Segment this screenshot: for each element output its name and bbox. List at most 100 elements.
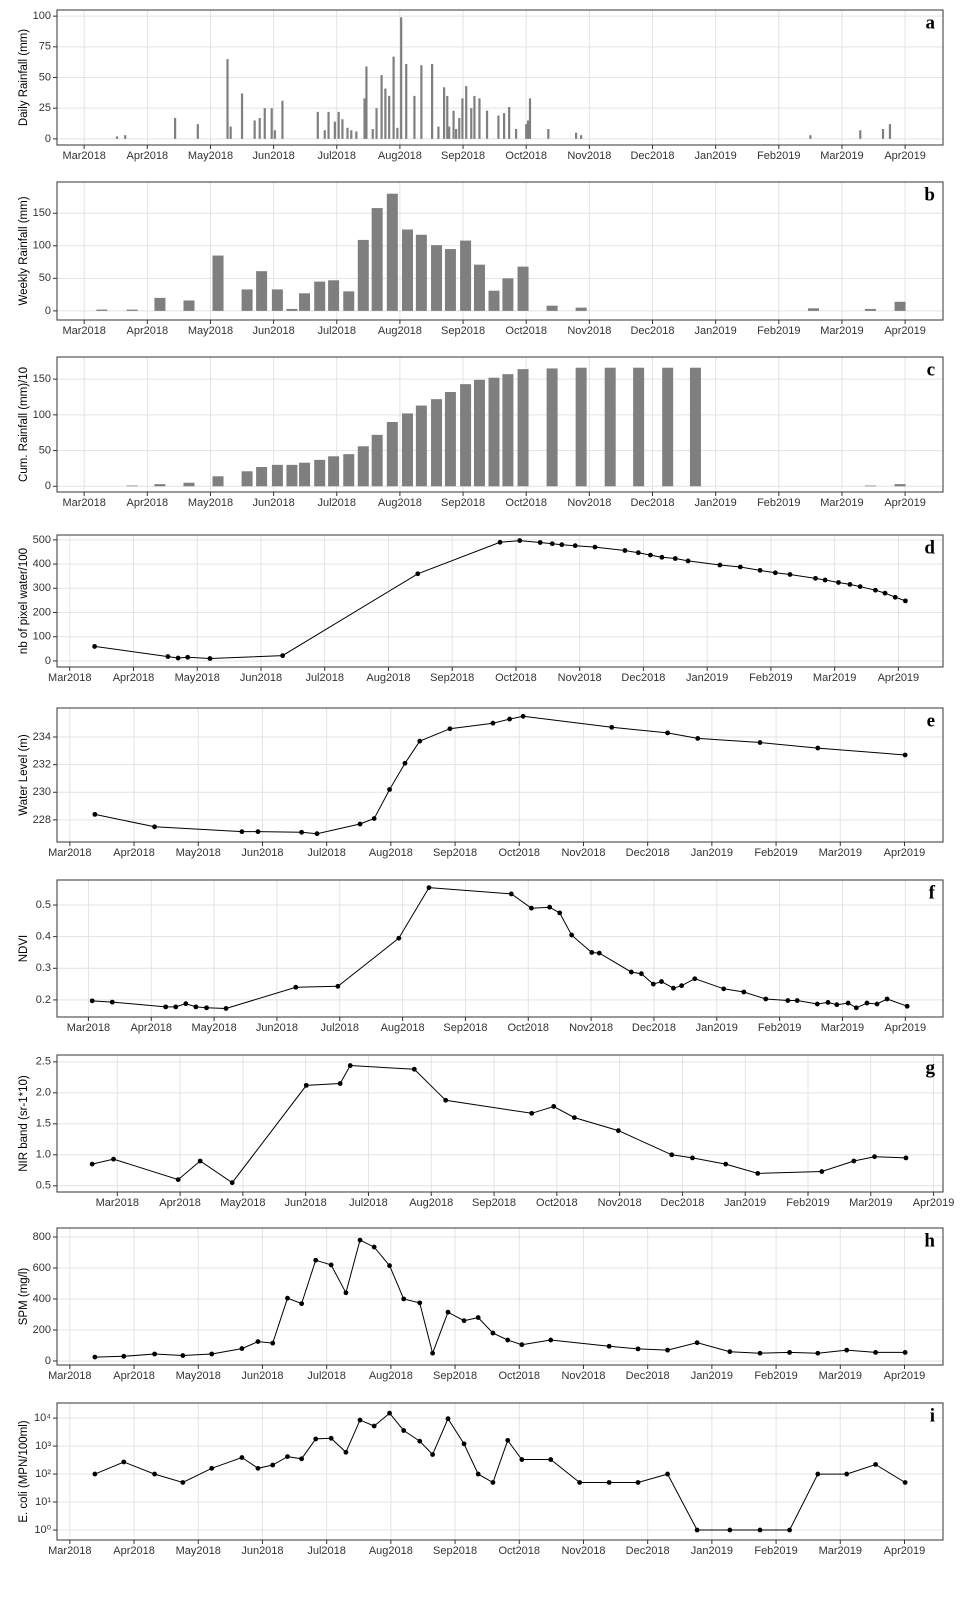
bar	[256, 271, 268, 311]
panel-letter: a	[926, 12, 936, 33]
point	[635, 1480, 641, 1485]
bar	[809, 135, 812, 139]
bar	[286, 464, 298, 487]
panel-letter: b	[924, 184, 935, 205]
x-tick-label: Jan2019	[724, 1197, 766, 1209]
plot-background	[57, 357, 943, 492]
point	[293, 984, 299, 990]
point	[357, 1237, 363, 1243]
point	[685, 558, 691, 564]
point	[592, 544, 598, 550]
point	[572, 1115, 577, 1121]
bar	[488, 377, 500, 487]
panel-letter: g	[926, 1057, 936, 1078]
x-tick-label: Jul2018	[305, 672, 344, 684]
x-tick-label: Mar2018	[62, 325, 105, 337]
y-tick-label: 2.0	[36, 1087, 51, 1099]
bar	[258, 118, 261, 139]
bar	[196, 124, 199, 139]
bar	[286, 308, 298, 311]
bar	[528, 98, 532, 139]
x-tick-label: Nov2018	[561, 1370, 605, 1382]
bar	[415, 405, 427, 487]
y-tick-label: 400	[33, 558, 51, 570]
point	[357, 821, 363, 827]
x-tick-label: Jun2018	[241, 1545, 283, 1557]
y-tick-label: 230	[33, 786, 51, 798]
x-tick-label: Apr2018	[113, 847, 155, 859]
x-tick-label: Jan2019	[695, 325, 737, 337]
bar	[323, 130, 326, 139]
panel: 0.2 0.3 0.4 0.5 Mar2018 Apr2018 May2018 Jun2018…	[18, 879, 944, 1034]
point	[615, 1128, 621, 1134]
point	[529, 905, 534, 911]
point	[180, 1353, 186, 1358]
bar	[327, 111, 330, 139]
bar	[808, 308, 820, 311]
bar	[508, 106, 511, 139]
point	[873, 1350, 878, 1355]
point	[892, 594, 898, 600]
bar	[431, 64, 434, 139]
bar	[455, 129, 458, 139]
point	[411, 1066, 417, 1072]
bar	[485, 110, 489, 139]
point	[152, 1471, 157, 1477]
point	[815, 1471, 821, 1477]
x-tick-label: Apr2019	[885, 1022, 927, 1034]
bar	[253, 120, 256, 139]
x-tick-label: Oct2018	[505, 150, 547, 162]
y-tick-label: 0	[45, 480, 51, 492]
bar	[96, 309, 108, 311]
point	[635, 550, 641, 556]
point	[902, 1480, 908, 1485]
point	[659, 554, 665, 560]
point	[757, 567, 763, 573]
bar	[226, 59, 229, 139]
x-tick-label: Oct2018	[495, 672, 537, 684]
point	[505, 1337, 511, 1343]
x-tick-label: Sep2018	[433, 847, 477, 859]
bar	[503, 113, 506, 139]
point	[387, 1410, 392, 1416]
bar	[478, 98, 481, 139]
bar	[515, 129, 518, 139]
bar	[281, 100, 284, 139]
point	[694, 1340, 700, 1346]
point	[757, 1350, 763, 1356]
point	[671, 985, 676, 991]
bar	[547, 129, 550, 139]
bar	[517, 266, 529, 311]
point	[851, 1158, 857, 1164]
panel-letter: e	[927, 710, 935, 731]
x-tick-label: Apr2019	[884, 847, 926, 859]
bar	[343, 454, 355, 487]
x-tick-label: Mar2019	[820, 497, 863, 509]
bar	[240, 93, 244, 139]
point	[772, 570, 778, 576]
point	[415, 571, 421, 577]
bar	[212, 255, 224, 311]
panel-letter: d	[924, 537, 935, 558]
point	[650, 981, 656, 987]
point	[255, 1465, 261, 1471]
panel-letter: c	[927, 359, 935, 380]
point	[371, 816, 377, 821]
point	[417, 1438, 423, 1444]
panel: 10⁰ 10¹ 10² 10³ 10⁴ Mar2018 Apr2018 May2018 Jun2…	[18, 1402, 944, 1557]
point	[847, 582, 853, 587]
point	[92, 644, 98, 649]
panel-letter: f	[929, 882, 936, 903]
bar	[316, 111, 319, 139]
point	[314, 831, 320, 837]
y-tick-label: 100	[33, 409, 51, 421]
bar	[271, 289, 283, 311]
y-tick-label: 150	[33, 373, 51, 385]
bar	[371, 129, 374, 139]
panel: 0 50 100 150 Mar2018 Apr2018 May2018 Jun2018 Jul…	[18, 356, 944, 509]
point	[857, 584, 863, 589]
x-tick-label: Jan2019	[691, 847, 733, 859]
bar	[229, 126, 232, 139]
point	[445, 1416, 451, 1422]
x-tick-label: May2018	[188, 325, 233, 337]
